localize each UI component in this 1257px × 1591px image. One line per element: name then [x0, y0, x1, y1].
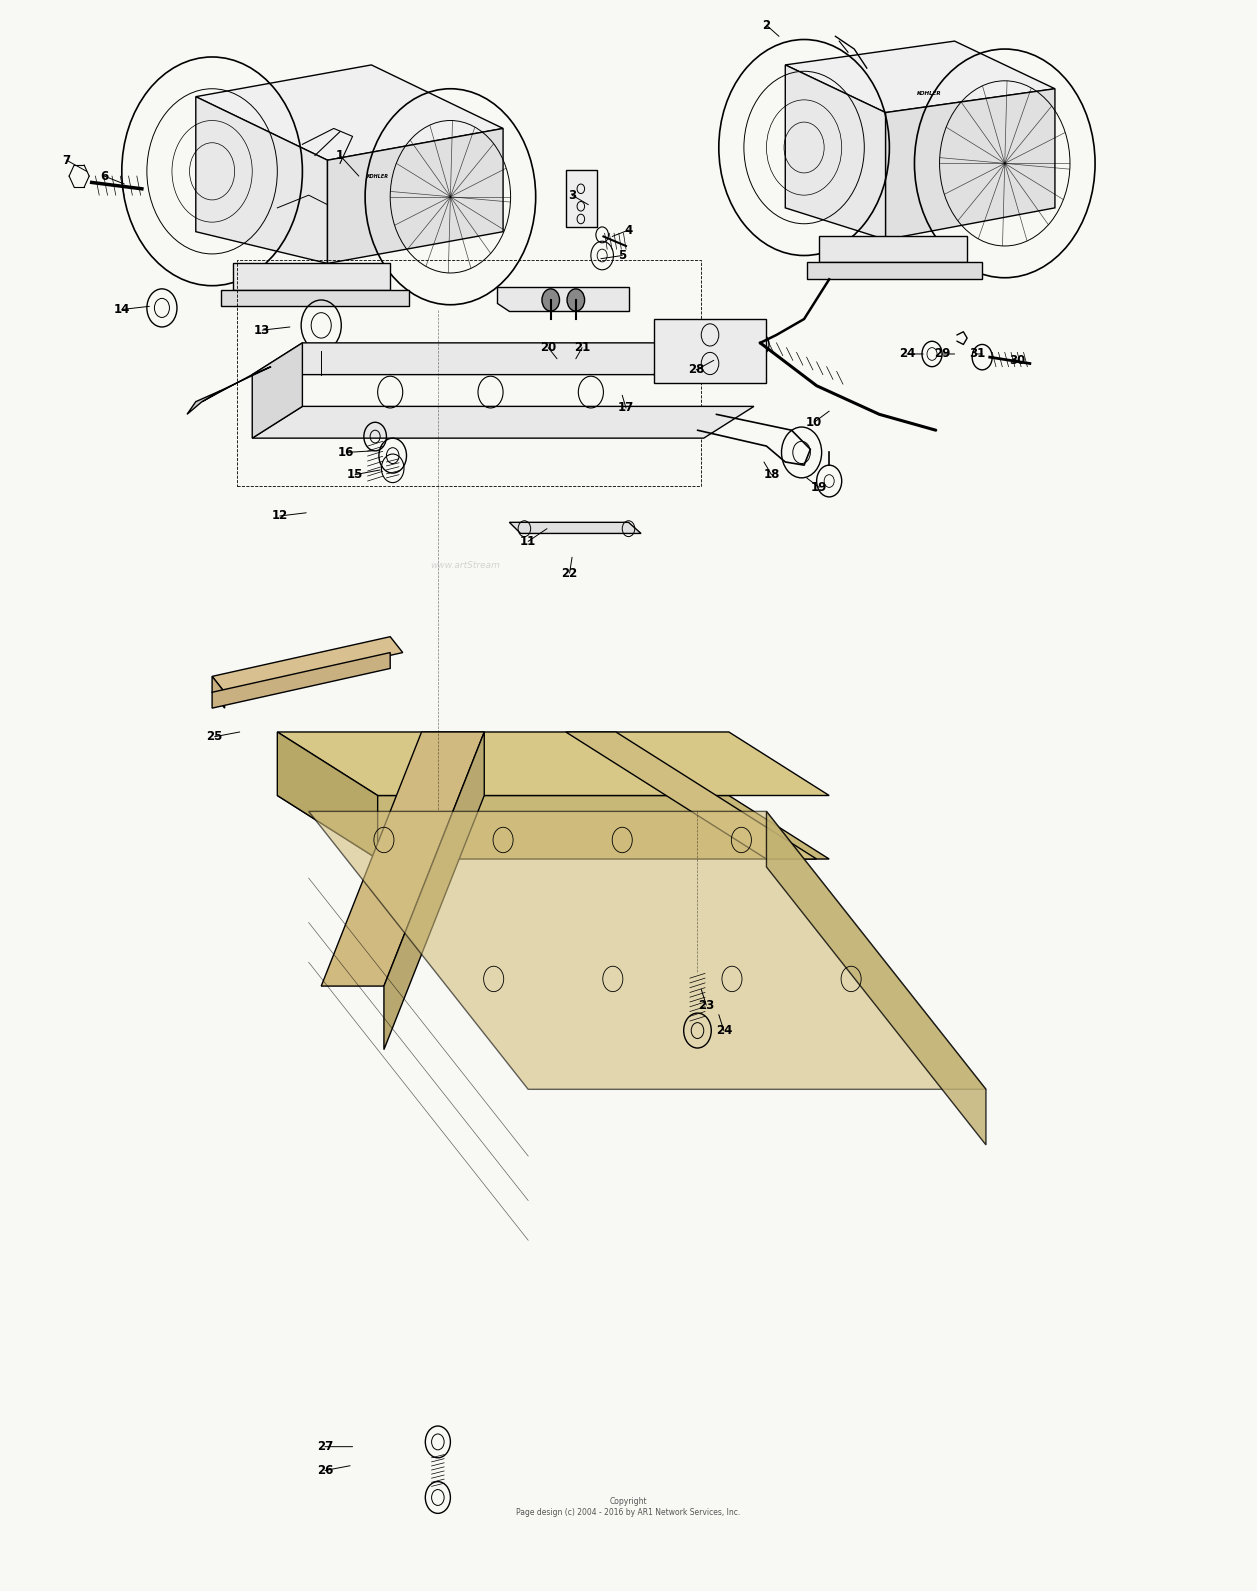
Text: 12: 12 — [272, 509, 288, 522]
Polygon shape — [212, 636, 402, 692]
Text: 15: 15 — [347, 468, 363, 480]
Text: 24: 24 — [899, 347, 915, 361]
Text: 24: 24 — [715, 1025, 732, 1037]
Polygon shape — [807, 263, 982, 280]
Polygon shape — [212, 652, 390, 708]
Polygon shape — [328, 129, 503, 264]
Polygon shape — [212, 676, 225, 708]
Text: 27: 27 — [317, 1440, 333, 1453]
Text: 5: 5 — [618, 250, 626, 263]
Text: 14: 14 — [113, 302, 129, 317]
Polygon shape — [654, 342, 754, 374]
Polygon shape — [202, 366, 272, 401]
Text: Copyright
Page design (c) 2004 - 2016 by AR1 Network Services, Inc.: Copyright Page design (c) 2004 - 2016 by… — [517, 1497, 740, 1516]
Text: 26: 26 — [317, 1464, 333, 1476]
Polygon shape — [234, 264, 390, 291]
Text: 20: 20 — [541, 340, 557, 355]
Polygon shape — [253, 342, 303, 438]
Polygon shape — [322, 732, 484, 986]
Polygon shape — [820, 237, 967, 263]
Polygon shape — [278, 732, 830, 796]
Polygon shape — [221, 291, 409, 307]
Bar — [566, 170, 597, 228]
Polygon shape — [566, 732, 817, 859]
Text: 3: 3 — [568, 189, 576, 202]
Text: 29: 29 — [934, 347, 950, 361]
Text: 2: 2 — [763, 19, 771, 32]
Text: 23: 23 — [698, 999, 714, 1012]
Polygon shape — [187, 390, 221, 414]
Text: 28: 28 — [688, 363, 704, 377]
Polygon shape — [309, 811, 985, 1090]
Text: KOHLER: KOHLER — [918, 91, 941, 95]
Polygon shape — [253, 406, 754, 438]
Polygon shape — [278, 796, 830, 859]
Text: 6: 6 — [101, 170, 108, 183]
Text: KOHLER: KOHLER — [367, 173, 388, 178]
Polygon shape — [767, 811, 985, 1146]
Bar — [238, 261, 701, 485]
Text: 1: 1 — [336, 150, 344, 162]
Circle shape — [567, 290, 585, 312]
Polygon shape — [196, 97, 328, 264]
Text: 4: 4 — [625, 224, 632, 237]
Text: 19: 19 — [811, 480, 827, 493]
Text: 31: 31 — [969, 347, 985, 361]
Polygon shape — [786, 41, 1055, 113]
Text: 7: 7 — [63, 154, 70, 167]
Polygon shape — [383, 732, 484, 1050]
Polygon shape — [253, 342, 754, 374]
Polygon shape — [786, 65, 886, 240]
Text: 13: 13 — [254, 323, 270, 337]
Circle shape — [542, 290, 559, 312]
Text: 22: 22 — [562, 566, 578, 579]
Polygon shape — [278, 732, 377, 859]
Text: 17: 17 — [618, 401, 634, 415]
Text: www.artStream: www.artStream — [430, 560, 500, 570]
Polygon shape — [886, 89, 1055, 240]
Text: 21: 21 — [574, 340, 591, 355]
Text: 10: 10 — [806, 415, 822, 428]
Text: 30: 30 — [1009, 353, 1026, 368]
Text: 18: 18 — [763, 468, 779, 480]
Polygon shape — [497, 288, 628, 312]
Text: 25: 25 — [206, 730, 222, 743]
Polygon shape — [509, 522, 641, 533]
Polygon shape — [196, 65, 503, 161]
Text: 11: 11 — [520, 535, 537, 547]
Polygon shape — [654, 320, 767, 382]
Text: 16: 16 — [338, 445, 354, 458]
